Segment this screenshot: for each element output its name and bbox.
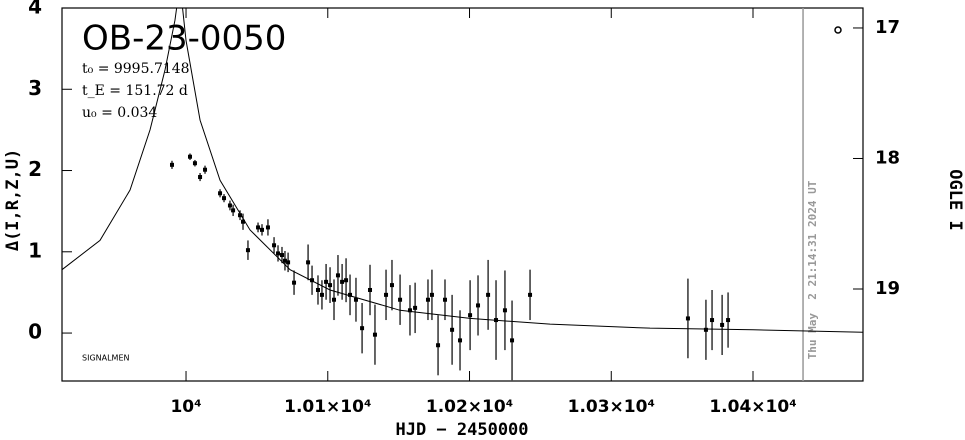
data-point: [486, 292, 491, 297]
data-point: [256, 225, 261, 230]
data-point: [502, 308, 507, 313]
data-point: [407, 308, 412, 313]
x-tick-label: 10⁴: [170, 397, 201, 417]
now-label: Thu May 2 21:14:31 2024 UT: [806, 180, 819, 359]
data-point: [436, 343, 441, 348]
data-point: [476, 303, 481, 308]
y2-tick-label: 17: [875, 17, 900, 38]
data-point: [276, 251, 281, 256]
y-tick-label: 1: [28, 238, 42, 262]
data-point: [348, 292, 353, 297]
data-point: [265, 225, 270, 230]
data-point: [720, 322, 725, 327]
data-point: [510, 338, 515, 343]
data-point: [726, 318, 731, 323]
data-point: [292, 280, 297, 285]
model-curve: [62, 8, 863, 333]
param-t0: t₀ = 9995.7148: [82, 61, 190, 77]
data-point: [328, 283, 333, 288]
data-point: [353, 297, 358, 302]
data-point: [222, 196, 227, 201]
data-point: [198, 175, 203, 180]
data-point: [332, 297, 337, 302]
data-point: [169, 162, 174, 167]
x-tick-label: 1.02×10⁴: [426, 397, 513, 417]
x-axis-label: HJD − 2450000: [395, 420, 528, 440]
data-point: [203, 167, 208, 172]
data-point: [398, 297, 403, 302]
data-point: [468, 313, 473, 318]
data-point: [187, 154, 192, 159]
data-point: [192, 161, 197, 166]
data-point: [372, 332, 377, 337]
data-point: [324, 279, 329, 284]
y-tick-label: 2: [28, 157, 42, 181]
data-point: [442, 297, 447, 302]
data-point: [279, 253, 284, 258]
data-point: [282, 258, 287, 263]
x-tick-label: 1.04×10⁴: [709, 397, 796, 417]
data-point: [685, 316, 690, 321]
data-point: [227, 203, 232, 208]
data-point: [344, 278, 349, 283]
data-point: [272, 243, 277, 248]
data-point: [429, 292, 434, 297]
plot-area: [62, 8, 863, 381]
y-tick-label: 4: [28, 0, 42, 19]
y-axis-label: Δ(I,R,Z,U): [3, 149, 23, 251]
y2-tick-label: 18: [875, 147, 900, 168]
data-point: [231, 208, 236, 213]
y-tick-label: 3: [28, 76, 42, 100]
data-point: [413, 305, 418, 310]
data-point: [425, 297, 430, 302]
data-point: [389, 283, 394, 288]
data-point: [340, 279, 345, 284]
y2-tick-label: 19: [875, 278, 900, 299]
param-u0: u₀ = 0.034: [82, 105, 157, 121]
data-point: [218, 191, 223, 196]
data-point: [494, 318, 499, 323]
data-point: [528, 292, 533, 297]
data-point: [310, 278, 315, 283]
data-point: [260, 227, 265, 232]
data-point: [368, 287, 373, 292]
y2-axis-label: OGLE I: [945, 169, 965, 230]
data-point: [238, 213, 243, 218]
data-point: [241, 219, 246, 224]
data-point: [286, 260, 291, 265]
data-point: [306, 260, 311, 265]
y-tick-label: 0: [28, 320, 42, 344]
plot-frame: [61, 7, 864, 382]
data-point: [360, 326, 365, 331]
baseline-marker: [834, 26, 842, 34]
data-point: [335, 273, 340, 278]
data-point: [319, 292, 324, 297]
data-point: [458, 338, 463, 343]
data-point: [384, 292, 389, 297]
data-point: [450, 327, 455, 332]
data-point: [703, 327, 708, 332]
x-tick-label: 1.01×10⁴: [284, 397, 371, 417]
data-point: [710, 318, 715, 323]
signalmen-label: SIGNALMEN: [82, 354, 130, 363]
data-point: [315, 287, 320, 292]
data-point: [245, 248, 250, 253]
x-tick-label: 1.03×10⁴: [568, 397, 655, 417]
param-te: t_E = 151.72 d: [82, 83, 188, 99]
